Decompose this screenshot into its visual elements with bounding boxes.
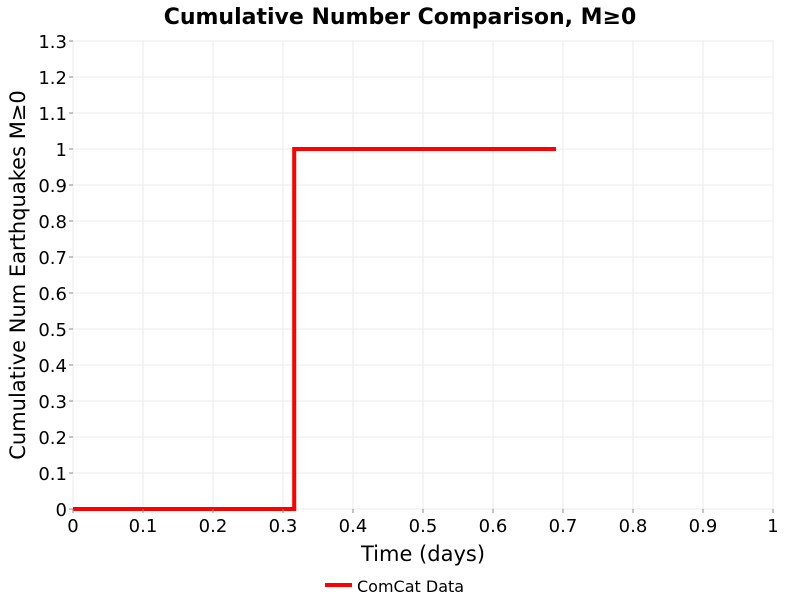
chart-title: Cumulative Number Comparison, M≥0	[164, 5, 637, 30]
y-axis-label: Cumulative Num Earthquakes M≥0	[6, 90, 30, 460]
x-tick-label: 0.9	[689, 516, 718, 537]
x-tick-label: 0.3	[269, 516, 298, 537]
y-tick-label: 0.4	[38, 356, 67, 377]
grid	[72, 40, 774, 510]
y-tick-label: 0.6	[38, 284, 67, 305]
series-layer	[73, 147, 556, 511]
x-tick-label: 0.4	[339, 516, 368, 537]
y-tick-label: 0.9	[38, 176, 67, 197]
y-tick-label: 1.3	[38, 32, 67, 53]
x-tick-label: 0.1	[129, 516, 158, 537]
x-tick-label: 0.8	[619, 516, 648, 537]
legend: ComCat Data	[325, 577, 464, 596]
x-axis-label: Time (days)	[360, 542, 485, 566]
y-tick-label: 0.3	[38, 392, 67, 413]
x-tick-label: 0.6	[479, 516, 508, 537]
x-axis-ticks: 0 0.1 0.2 0.3 0.4 0.5 0.6 0.7 0.8 0.9 1	[67, 509, 779, 537]
legend-label-comcat: ComCat Data	[357, 577, 464, 596]
y-tick-label: 1.1	[38, 104, 67, 125]
y-tick-label: 0.5	[38, 320, 67, 341]
y-tick-label: 0.2	[38, 428, 67, 449]
y-tick-label: 0.8	[38, 212, 67, 233]
x-tick-label: 0.2	[199, 516, 228, 537]
y-tick-label: 1	[56, 140, 67, 161]
y-tick-label: 0.7	[38, 248, 67, 269]
x-tick-label: 0.5	[409, 516, 438, 537]
series-line-comcat-data	[73, 147, 556, 511]
x-tick-label: 1	[767, 516, 778, 537]
y-axis-ticks: 0 0.1 0.2 0.3 0.4 0.5 0.6 0.7 0.8 0.9 1 1.1 1.2 1.3	[38, 32, 73, 521]
y-tick-label: 1.2	[38, 68, 67, 89]
y-tick-label: 0.1	[38, 464, 67, 485]
y-tick-label: 0	[56, 500, 67, 521]
x-tick-label: 0	[67, 516, 78, 537]
x-tick-label: 0.7	[549, 516, 578, 537]
